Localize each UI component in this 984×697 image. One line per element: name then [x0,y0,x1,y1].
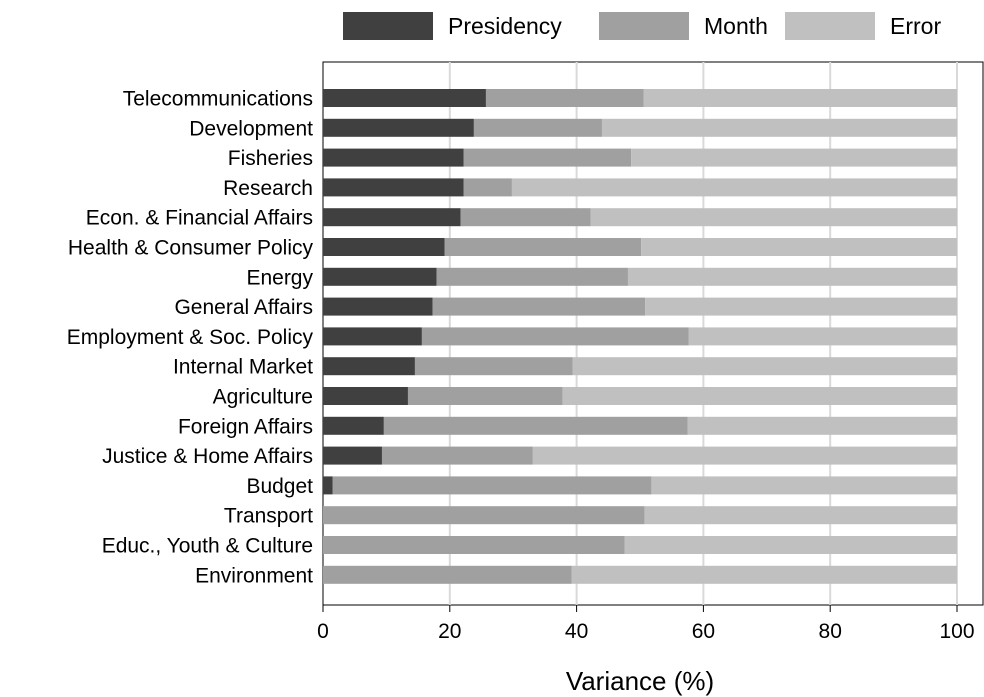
bar-presidency-agriculture [323,387,408,405]
bar-presidency-econ-financial-affairs [323,208,461,227]
bar-presidency-internal-market [323,357,415,376]
bar-error-environment [571,565,957,584]
bar-presidency-research [323,178,464,197]
x-tick-label-100: 100 [939,620,974,643]
x-axis-title: Variance (%) [566,666,714,696]
bar-month-energy [436,267,628,286]
category-label-fisheries: Fisheries [228,147,313,170]
category-label-environment: Environment [195,564,313,587]
bar-month-foreign-affairs [383,416,688,435]
bar-month-internal-market [414,357,573,376]
category-label-general-affairs: General Affairs [174,296,313,319]
bar-month-environment [323,565,572,584]
category-label-transport: Transport [224,505,313,528]
bar-error-foreign-affairs [687,416,957,435]
bar-error-educ-youth-culture [624,536,957,554]
bar-month-employment-soc-policy [421,327,689,346]
bar-month-econ-financial-affairs [460,208,591,227]
category-label-research: Research [223,177,313,200]
x-tick-label-0: 0 [317,620,329,643]
bar-error-research [511,178,957,197]
category-label-energy: Energy [246,266,313,289]
bar-presidency-foreign-affairs [323,416,384,435]
bar-error-budget [651,476,957,495]
bar-month-transport [323,506,645,525]
y-axis-labels: Telecommunications Development Fisheries Re… [67,88,314,588]
bar-presidency-employment-soc-policy [323,327,422,346]
bar-error-telecommunications [643,89,957,107]
bar-error-development [601,118,957,137]
bar-month-educ-youth-culture [323,536,625,554]
bar-presidency-justice-home-affairs [323,446,382,465]
bar-error-employment-soc-policy [688,327,957,346]
category-label-foreign-affairs: Foreign Affairs [178,415,313,438]
bar-month-general-affairs [432,297,646,316]
x-tick-label-20: 20 [438,620,461,643]
bar-error-agriculture [562,387,957,405]
bar-presidency-health-consumer-policy [323,238,445,256]
legend-swatch-month [599,12,689,40]
category-label-econ-financial-affairs: Econ. & Financial Affairs [86,207,313,230]
bar-error-energy [627,267,957,286]
bar-error-transport [644,506,957,525]
legend-label-error: Error [890,13,941,39]
legend-label-month: Month [704,13,768,39]
bar-presidency-general-affairs [323,297,433,316]
x-tick-label-80: 80 [819,620,842,643]
bar-month-telecommunications [485,89,644,107]
bar-month-justice-home-affairs [381,446,533,465]
bar-presidency-budget [323,476,333,495]
bar-error-econ-financial-affairs [590,208,957,227]
legend-swatch-presidency [343,12,433,40]
category-label-educ-youth-culture: Educ., Youth & Culture [102,535,313,558]
bar-presidency-development [323,118,474,137]
category-label-telecommunications: Telecommunications [123,88,313,111]
bar-error-internal-market [572,357,957,376]
bar-error-fisheries [631,148,957,167]
bar-presidency-energy [323,267,437,286]
bar-presidency-telecommunications [323,89,486,107]
bar-error-justice-home-affairs [532,446,957,465]
category-label-development: Development [189,117,313,140]
bar-month-fisheries [463,148,632,167]
bar-presidency-fisheries [323,148,464,167]
bar-error-health-consumer-policy [641,238,957,256]
bar-month-health-consumer-policy [444,238,642,256]
legend-label-presidency: Presidency [448,13,562,39]
bar-month-development [473,118,602,137]
x-tick-label-40: 40 [565,620,588,643]
bar-month-agriculture [407,387,563,405]
legend-swatch-error [785,12,875,40]
bar-error-general-affairs [645,297,957,316]
bars [323,89,957,584]
category-label-budget: Budget [246,475,313,498]
bar-month-research [463,178,512,197]
x-axis-ticks: 0 20 40 60 80 100 [317,605,975,643]
category-label-internal-market: Internal Market [173,356,313,379]
bar-month-budget [332,476,652,495]
category-label-health-consumer-policy: Health & Consumer Policy [68,237,314,260]
x-tick-label-60: 60 [692,620,715,643]
category-label-employment-soc-policy: Employment & Soc. Policy [67,326,314,349]
category-label-agriculture: Agriculture [213,386,313,409]
category-label-justice-home-affairs: Justice & Home Affairs [102,445,313,468]
legend: Presidency Month Error [343,12,941,40]
